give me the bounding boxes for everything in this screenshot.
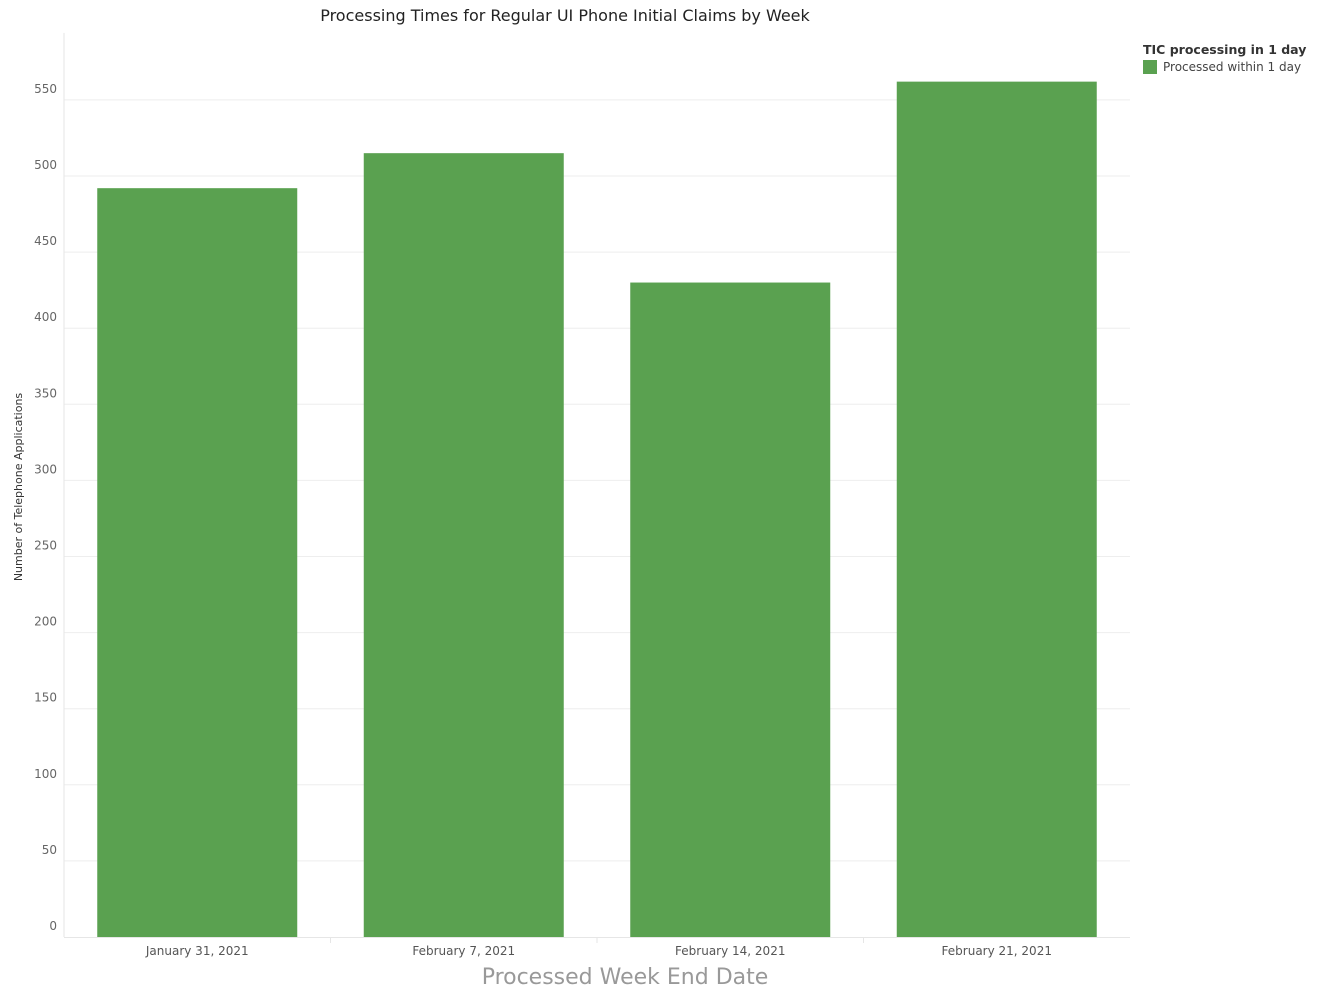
y-tick-label: 450 [34,234,57,248]
bar[interactable] [896,81,1097,938]
y-tick-label: 350 [34,386,57,400]
y-tick-label: 500 [34,158,57,172]
bar[interactable] [97,188,298,937]
legend-label: Processed within 1 day [1163,60,1302,74]
x-tick-label: February 7, 2021 [412,944,515,958]
y-tick-label: 300 [34,462,57,476]
x-tick-label: February 21, 2021 [942,944,1052,958]
chart-title: Processing Times for Regular UI Phone In… [320,6,810,25]
x-tick-label: January 31, 2021 [145,944,249,958]
legend: TIC processing in 1 day Processed within… [1143,42,1306,74]
y-tick-label: 100 [34,767,57,781]
bar[interactable] [630,282,831,937]
legend-swatch [1143,60,1157,74]
y-tick-label: 0 [49,919,57,933]
y-tick-label: 200 [34,615,57,629]
y-tick-label: 50 [42,843,57,857]
y-axis-label: Number of Telephone Applications [12,393,25,582]
y-tick-label: 250 [34,539,57,553]
axes: 0 50 100 150 200 250 300 350 400 450 500 550 January… [34,32,1130,958]
x-axis-label: Processed Week End Date [482,965,769,990]
x-tick-label: February 14, 2021 [675,944,785,958]
bars [97,81,1097,938]
legend-title: TIC processing in 1 day [1143,42,1307,57]
bar[interactable] [363,153,564,938]
legend-item[interactable]: Processed within 1 day [1143,60,1306,74]
y-tick-label: 150 [34,691,57,705]
y-tick-label: 550 [34,82,57,96]
y-tick-label: 400 [34,310,57,324]
